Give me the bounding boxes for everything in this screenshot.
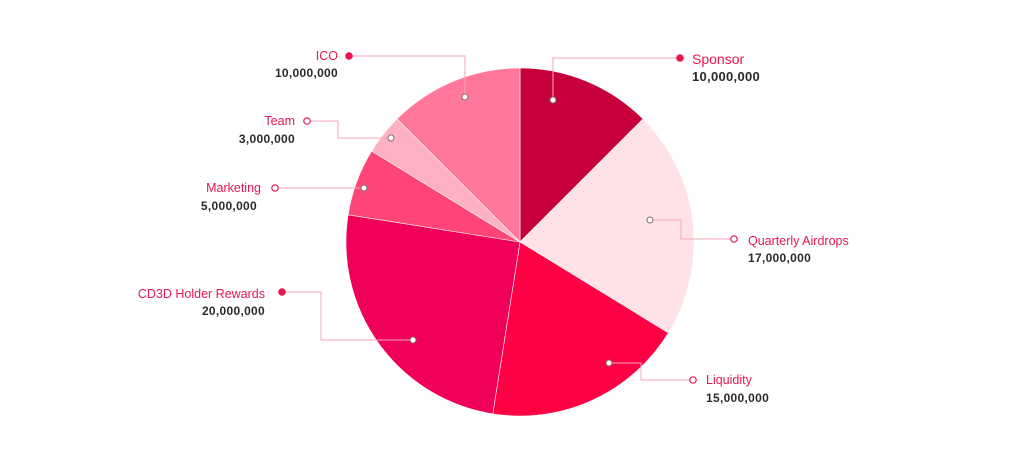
slice-label-sponsor: Sponsor xyxy=(692,51,744,67)
leader-anchor-ico xyxy=(461,93,469,101)
pie-labels: Sponsor 10,000,000 Quarterly Airdrops 17,00… xyxy=(138,49,849,405)
slice-label-team: Team xyxy=(264,114,295,128)
label-group-marketing: Marketing 5,000,000 xyxy=(201,181,368,213)
slice-value-quarterly-airdrops: 17,000,000 xyxy=(748,251,811,265)
leader-end-ico xyxy=(345,52,353,60)
slice-value-marketing: 5,000,000 xyxy=(201,199,257,213)
slice-label-quarterly-airdrops: Quarterly Airdrops xyxy=(748,234,849,248)
slice-label-liquidity: Liquidity xyxy=(706,373,753,387)
leader-line-team xyxy=(307,120,391,139)
leader-anchor-sponsor xyxy=(549,96,557,104)
pie-slice-sponsor xyxy=(519,67,644,243)
slice-value-ico: 10,000,000 xyxy=(275,66,338,80)
leader-line-ico xyxy=(349,55,466,97)
label-group-cd3d-holder-rewards: CD3D Holder Rewards 20,000,000 xyxy=(138,287,417,344)
leader-anchor-quarterly-airdrops xyxy=(646,216,654,224)
pie-slice-quarterly-airdrops xyxy=(519,118,695,334)
slice-value-liquidity: 15,000,000 xyxy=(706,391,769,405)
leader-end-team xyxy=(303,117,311,125)
label-group-team: Team 3,000,000 xyxy=(239,114,395,146)
label-group-sponsor: Sponsor 10,000,000 xyxy=(549,51,760,104)
leader-end-cd3d-holder-rewards xyxy=(278,288,286,296)
slice-value-sponsor: 10,000,000 xyxy=(692,69,760,84)
slice-label-ico: ICO xyxy=(316,49,339,63)
label-group-liquidity: Liquidity 15,000,000 xyxy=(605,359,769,405)
leader-end-marketing xyxy=(271,184,279,192)
leader-end-sponsor xyxy=(676,54,684,62)
leader-end-quarterly-airdrops xyxy=(730,235,738,243)
leader-anchor-marketing xyxy=(360,184,368,192)
slice-label-cd3d-holder-rewards: CD3D Holder Rewards xyxy=(138,287,265,301)
label-group-ico: ICO 10,000,000 xyxy=(275,49,469,101)
leader-line-quarterly-airdrops xyxy=(650,219,734,240)
pie-slice-cd3d-holder-rewards xyxy=(345,214,521,415)
slice-value-team: 3,000,000 xyxy=(239,132,295,146)
leader-anchor-team xyxy=(387,134,395,142)
leader-line-liquidity xyxy=(609,362,693,381)
leader-anchor-liquidity xyxy=(605,359,613,367)
leader-anchor-cd3d-holder-rewards xyxy=(409,336,417,344)
leader-line-cd3d-holder-rewards xyxy=(282,291,413,341)
label-group-quarterly-airdrops: Quarterly Airdrops 17,000,000 xyxy=(646,216,849,265)
pie-slice-ico xyxy=(396,67,521,243)
slice-label-marketing: Marketing xyxy=(206,181,261,195)
leader-line-sponsor xyxy=(552,57,680,100)
slice-value-cd3d-holder-rewards: 20,000,000 xyxy=(202,304,265,318)
leader-end-liquidity xyxy=(689,376,697,384)
pie-slices xyxy=(345,67,695,417)
pie-slice-liquidity xyxy=(492,241,669,417)
